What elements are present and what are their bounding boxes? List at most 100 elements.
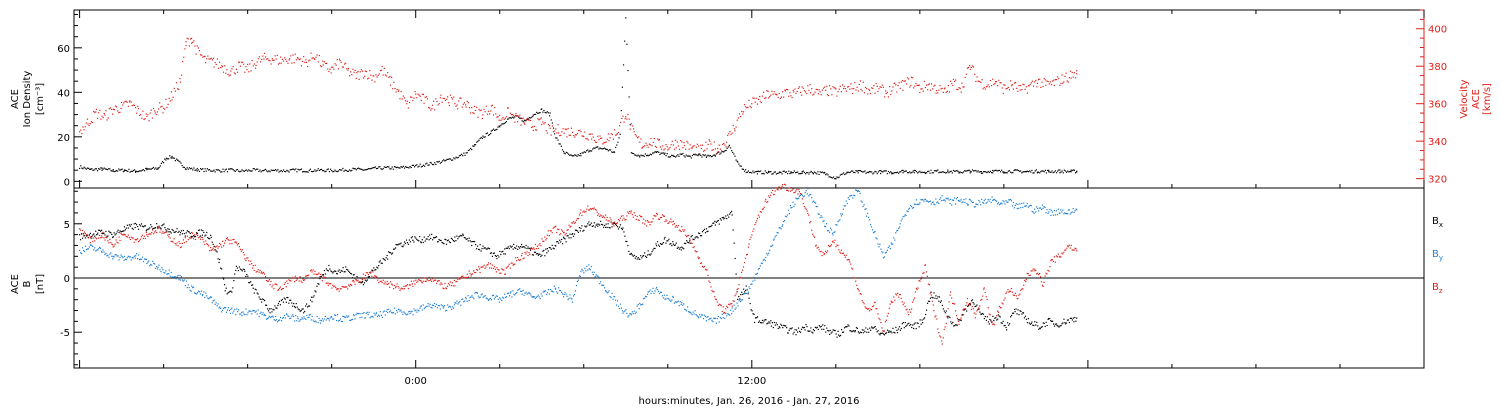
by-point	[556, 291, 558, 293]
velocity-point	[262, 55, 264, 57]
bz-point	[549, 230, 551, 232]
velocity-point	[456, 104, 458, 106]
density-point	[580, 155, 582, 157]
bx-point	[1046, 324, 1048, 327]
by-point	[748, 286, 750, 288]
by-point	[921, 199, 923, 201]
density-point	[258, 170, 260, 173]
by-point	[696, 315, 698, 317]
by-point	[230, 308, 232, 311]
bx-point	[233, 279, 235, 282]
density-point	[401, 166, 403, 169]
by-point	[991, 196, 993, 198]
density-point	[333, 170, 335, 173]
by-point	[279, 316, 282, 318]
bz-point	[727, 306, 729, 309]
by-point	[571, 298, 573, 300]
by-point	[384, 314, 386, 316]
bx-point	[696, 236, 698, 238]
bz-point	[856, 284, 858, 286]
bx-point	[608, 226, 610, 229]
bx-point	[252, 287, 254, 289]
velocity-point	[668, 148, 670, 150]
bx-point	[739, 298, 741, 300]
velocity-point	[537, 118, 539, 120]
by-point	[142, 260, 145, 263]
velocity-point	[167, 103, 169, 106]
by-point	[1003, 201, 1005, 203]
velocity-point	[606, 138, 608, 140]
bz-point	[291, 277, 293, 279]
bz-point	[676, 226, 678, 228]
by-point	[685, 309, 687, 311]
velocity-point	[396, 88, 398, 90]
density-point	[1011, 172, 1013, 174]
velocity-point	[189, 38, 192, 40]
bz-point	[847, 258, 849, 261]
by-point	[562, 293, 564, 295]
bx-point	[835, 333, 837, 335]
bz-point	[365, 272, 368, 274]
bx-point	[1037, 325, 1039, 327]
velocity-point	[976, 76, 978, 78]
density-point	[335, 170, 337, 173]
by-point	[886, 249, 888, 251]
density-point	[496, 128, 498, 130]
by-point	[320, 320, 323, 322]
velocity-point	[536, 129, 538, 131]
density-point	[1002, 171, 1004, 173]
bz-point	[160, 229, 162, 231]
bx-point	[665, 242, 667, 244]
bx-point	[775, 322, 777, 324]
velocity-point	[1045, 84, 1047, 86]
by-point	[692, 311, 694, 313]
velocity-point	[500, 119, 502, 122]
bz-point	[453, 279, 455, 282]
bx-point	[605, 223, 607, 225]
bz-point	[793, 191, 795, 194]
velocity-point	[905, 83, 908, 85]
velocity-point	[202, 56, 204, 58]
by-point	[573, 293, 576, 296]
bx-point	[247, 275, 249, 277]
density-point	[644, 153, 646, 155]
density-point	[655, 151, 657, 153]
bz-point	[452, 285, 454, 287]
bx-point	[349, 271, 351, 273]
bx-point	[475, 243, 477, 246]
density-point	[548, 115, 551, 117]
velocity-point	[274, 55, 276, 57]
bx-point	[164, 227, 166, 229]
bz-point	[136, 238, 139, 240]
bx-point	[572, 235, 575, 237]
velocity-point	[696, 143, 699, 145]
bz-point	[510, 262, 512, 264]
velocity-point	[550, 134, 552, 136]
bz-point	[135, 239, 137, 241]
bx-point	[1012, 312, 1015, 314]
velocity-point	[937, 92, 939, 94]
bx-point	[335, 270, 337, 272]
velocity-point	[1072, 76, 1074, 78]
density-point	[319, 169, 322, 171]
bz-point	[283, 283, 285, 285]
velocity-point	[528, 119, 531, 121]
by-point	[647, 293, 649, 295]
density-point	[1022, 171, 1024, 173]
bz-point	[272, 284, 274, 286]
bx-point	[297, 308, 299, 310]
by-point	[817, 213, 819, 215]
bx-point	[515, 247, 517, 249]
velocity-point	[1022, 83, 1024, 85]
density-point	[437, 161, 439, 163]
density-point	[615, 146, 617, 149]
by-point	[560, 289, 562, 292]
bz-point	[825, 251, 828, 254]
bz-point	[872, 305, 875, 307]
bx-point	[1057, 325, 1059, 327]
velocity-point	[545, 130, 547, 132]
bz-point	[462, 276, 464, 279]
velocity-point	[434, 109, 436, 111]
by-point	[235, 314, 237, 316]
velocity-point	[1016, 87, 1018, 89]
